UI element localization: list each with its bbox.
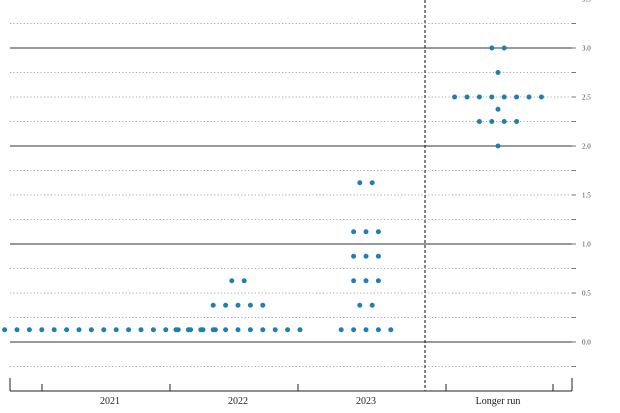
dot-point bbox=[476, 94, 482, 100]
dot-point bbox=[39, 327, 45, 333]
dot-point bbox=[351, 327, 357, 333]
dot-point bbox=[501, 94, 507, 100]
dot-point bbox=[351, 229, 357, 235]
dot-point bbox=[357, 302, 363, 308]
dot-point bbox=[495, 106, 501, 112]
dot-point bbox=[76, 327, 82, 333]
dot-point bbox=[88, 327, 94, 333]
dot-point bbox=[235, 327, 241, 333]
x-category-label: Longer run bbox=[476, 396, 521, 407]
dot-point bbox=[113, 327, 119, 333]
dot-point bbox=[375, 229, 381, 235]
dot-point bbox=[452, 94, 458, 100]
dot-point bbox=[297, 327, 303, 333]
dot-point bbox=[260, 327, 266, 333]
x-category-label: 2023 bbox=[356, 396, 376, 407]
x-axis bbox=[9, 378, 573, 392]
gridlines bbox=[10, 23, 576, 367]
dot-point bbox=[338, 327, 344, 333]
dot-point bbox=[489, 94, 495, 100]
x-category-label: 2022 bbox=[228, 396, 248, 407]
dot-point bbox=[538, 94, 544, 100]
y-tick-label: 2.0 bbox=[582, 143, 591, 151]
dot-point bbox=[363, 327, 369, 333]
dot-point bbox=[363, 253, 369, 259]
dot-point bbox=[363, 229, 369, 235]
dot-point bbox=[351, 278, 357, 284]
dot-point bbox=[241, 278, 247, 284]
dot-point bbox=[150, 327, 156, 333]
dot-point bbox=[357, 180, 363, 186]
dot-point bbox=[272, 327, 278, 333]
dot-point bbox=[514, 119, 520, 124]
dot-point bbox=[2, 327, 8, 333]
dot-point bbox=[375, 278, 381, 284]
dot-point bbox=[229, 278, 235, 284]
dot-point bbox=[26, 327, 32, 333]
dot-point bbox=[489, 45, 495, 51]
dot-point bbox=[198, 327, 204, 333]
dot-point bbox=[223, 327, 229, 333]
dot-point bbox=[495, 70, 501, 75]
dot-point bbox=[173, 327, 179, 333]
dot-point bbox=[351, 253, 357, 259]
dot-point bbox=[138, 327, 144, 333]
y-axis-ticks: 0.0 0.5 1.0 1.5 2.0 2.5 3.0 3.5 bbox=[582, 0, 591, 347]
dot-point bbox=[526, 94, 532, 100]
dot-point bbox=[495, 143, 501, 149]
dot-point bbox=[369, 180, 375, 186]
dot-point bbox=[163, 327, 169, 333]
dot-point bbox=[375, 327, 381, 333]
dot-point bbox=[223, 302, 229, 308]
dot-point bbox=[210, 302, 216, 308]
y-tick-label: 1.0 bbox=[582, 241, 591, 249]
x-category-label: 2021 bbox=[100, 396, 120, 407]
dot-point bbox=[514, 94, 520, 100]
y-tick-label: 1.5 bbox=[582, 192, 591, 200]
dot-point bbox=[14, 327, 20, 333]
dot-point bbox=[375, 253, 381, 259]
y-tick-label: 3.0 bbox=[582, 45, 591, 53]
dot-point bbox=[489, 119, 495, 124]
dot-point bbox=[101, 327, 107, 333]
dot-point bbox=[464, 94, 470, 100]
dot-point bbox=[51, 327, 57, 333]
dot-point bbox=[260, 302, 266, 308]
dot-point bbox=[126, 327, 132, 333]
dot-point bbox=[185, 327, 191, 333]
dots bbox=[2, 45, 544, 333]
dot-point bbox=[285, 327, 291, 333]
dot-point bbox=[501, 119, 507, 124]
dot-point bbox=[247, 302, 253, 308]
dot-point bbox=[476, 119, 482, 124]
dot-point bbox=[501, 45, 507, 51]
dot-point bbox=[363, 278, 369, 284]
y-tick-label: 2.5 bbox=[582, 94, 591, 102]
dot-point bbox=[64, 327, 70, 333]
dot-point bbox=[235, 302, 241, 308]
dot-point bbox=[369, 302, 375, 308]
y-tick-label: 0.5 bbox=[582, 290, 591, 298]
y-tick-label: 3.5 bbox=[582, 0, 591, 4]
y-tick-label: 0.0 bbox=[582, 339, 591, 347]
dot-point bbox=[388, 327, 394, 333]
dot-point bbox=[247, 327, 253, 333]
dot-point bbox=[210, 327, 216, 333]
x-axis-category-labels: 2021 2022 2023 Longer run bbox=[100, 396, 520, 407]
